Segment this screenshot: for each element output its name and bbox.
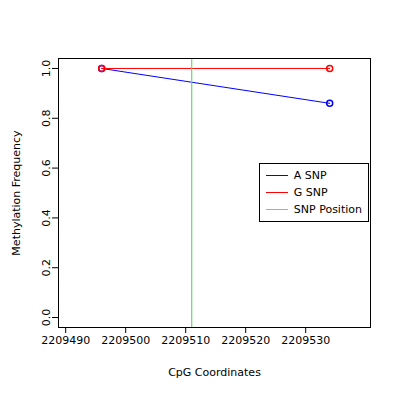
svg-text:Methylation Frequency: Methylation Frequency [10, 130, 23, 256]
svg-text:2209510: 2209510 [161, 334, 210, 347]
html-text:A SNP: A SNP [293, 169, 327, 182]
svg-text:0.4: 0.4 [40, 209, 53, 227]
svg-text:2209520: 2209520 [221, 334, 270, 347]
svg-text:CpG Coordinates: CpG Coordinates [168, 366, 261, 379]
html-text:G SNP: G SNP [293, 186, 328, 199]
svg-text:0.6: 0.6 [40, 159, 53, 177]
svg-text:0.0: 0.0 [40, 309, 53, 327]
svg-text:1.0: 1.0 [40, 60, 53, 78]
html-text:SNP Position: SNP Position [293, 203, 362, 216]
svg-text:2209490: 2209490 [41, 334, 90, 347]
svg-text:0.2: 0.2 [40, 259, 53, 277]
svg-text:2209530: 2209530 [281, 334, 330, 347]
svg-text:0.8: 0.8 [40, 110, 53, 128]
svg-text:2209500: 2209500 [101, 334, 150, 347]
